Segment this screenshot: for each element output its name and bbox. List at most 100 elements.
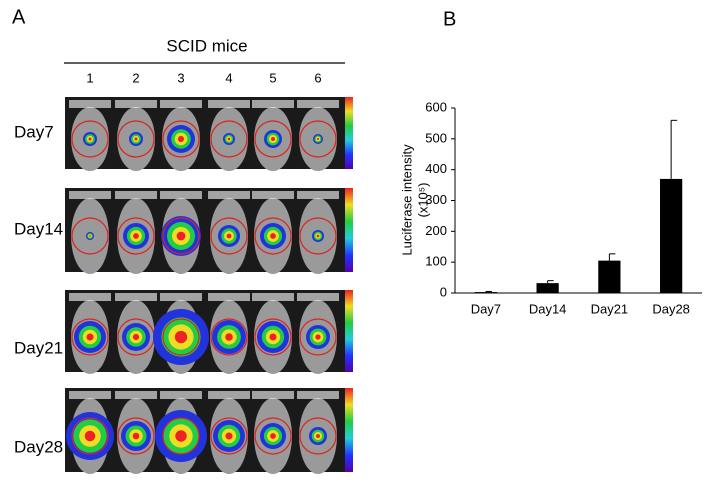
roi-label (252, 100, 294, 108)
roi-label (115, 191, 157, 199)
roi-label (69, 191, 111, 199)
signal (133, 233, 139, 239)
colorbar (345, 290, 353, 372)
roi (162, 417, 200, 455)
colorbar (345, 388, 353, 472)
bar (474, 292, 497, 293)
signal (134, 137, 138, 141)
roi-label (297, 100, 339, 108)
signal (270, 233, 276, 239)
roi-label (252, 391, 294, 399)
bar-chart: 0 100 200 300 400 500 600 Day7 Day14 Day21 Day28 (425, 99, 702, 316)
roi-label (252, 293, 294, 301)
y-tick-label: 600 (425, 99, 447, 114)
signal (269, 333, 277, 341)
colorbar (345, 97, 353, 169)
roi-label (208, 100, 250, 108)
bar (536, 283, 559, 293)
row-label: Day14 (14, 219, 63, 238)
x-tick-label: Day7 (471, 301, 501, 316)
roi-label (69, 391, 111, 399)
signal (132, 333, 140, 341)
column-label: 5 (269, 70, 276, 85)
signal (176, 231, 186, 241)
roi-label (160, 293, 202, 301)
roi-label (69, 293, 111, 301)
imaging-panel: 1 2 3 4 5 6 Day7 Day14 Day21 Day28 (14, 70, 353, 474)
bar (598, 260, 621, 293)
roi-label (208, 191, 250, 199)
roi-label (252, 191, 294, 199)
column-label: 6 (314, 70, 321, 85)
signal (316, 434, 320, 438)
y-axis-unit: (x10⁵) (415, 182, 430, 217)
x-tick-label: Day14 (529, 301, 567, 316)
image-strip (65, 97, 345, 169)
signal (175, 430, 187, 442)
signal (132, 432, 140, 440)
x-tick-label: Day28 (652, 301, 690, 316)
signal (174, 330, 188, 344)
roi (162, 217, 200, 255)
column-label: 2 (132, 70, 139, 85)
roi-label (297, 191, 339, 199)
roi (162, 318, 200, 356)
roi-label (69, 100, 111, 108)
y-tick-label: 500 (425, 130, 447, 145)
roi (162, 120, 200, 158)
signal (227, 137, 231, 141)
roi-label (297, 391, 339, 399)
roi (117, 417, 155, 455)
roi-label (115, 293, 157, 301)
roi (299, 120, 337, 158)
signal (315, 334, 321, 340)
column-label: 3 (177, 70, 184, 85)
roi (299, 318, 337, 356)
signal (89, 235, 91, 237)
roi (71, 120, 109, 158)
roi (254, 217, 292, 255)
panel-title: SCID mice (166, 36, 247, 55)
signal (88, 137, 92, 141)
roi (210, 120, 248, 158)
roi-label (160, 100, 202, 108)
signal (225, 432, 233, 440)
roi (210, 318, 248, 356)
roi (71, 417, 109, 455)
image-strip (65, 188, 345, 272)
roi-label (208, 391, 250, 399)
row-label: Day7 (14, 122, 54, 141)
roi (210, 217, 248, 255)
column-label: 4 (225, 70, 232, 85)
roi-label (160, 191, 202, 199)
row-label: Day28 (14, 437, 63, 456)
y-tick-label: 0 (440, 284, 447, 299)
x-tick-label: Day21 (591, 301, 629, 316)
bar (660, 178, 683, 293)
signal (177, 135, 185, 143)
signal (316, 137, 320, 141)
y-tick-label: 300 (425, 192, 447, 207)
roi (299, 217, 337, 255)
panel-label: B (443, 8, 456, 30)
signal (86, 333, 94, 341)
panel-label: A (12, 6, 26, 28)
roi (210, 417, 248, 455)
signal (316, 234, 320, 238)
roi-label (160, 391, 202, 399)
column-label: 1 (86, 70, 93, 85)
roi-label (115, 391, 157, 399)
colorbar (345, 188, 353, 272)
signal (226, 233, 232, 239)
roi (254, 417, 292, 455)
roi-label (297, 293, 339, 301)
signal (225, 333, 233, 341)
roi (71, 217, 109, 255)
roi (117, 120, 155, 158)
roi (299, 417, 337, 455)
signal (84, 430, 96, 442)
roi (254, 318, 292, 356)
roi-label (115, 100, 157, 108)
roi (254, 120, 292, 158)
y-axis-label: Luciferase intensity (399, 144, 414, 256)
